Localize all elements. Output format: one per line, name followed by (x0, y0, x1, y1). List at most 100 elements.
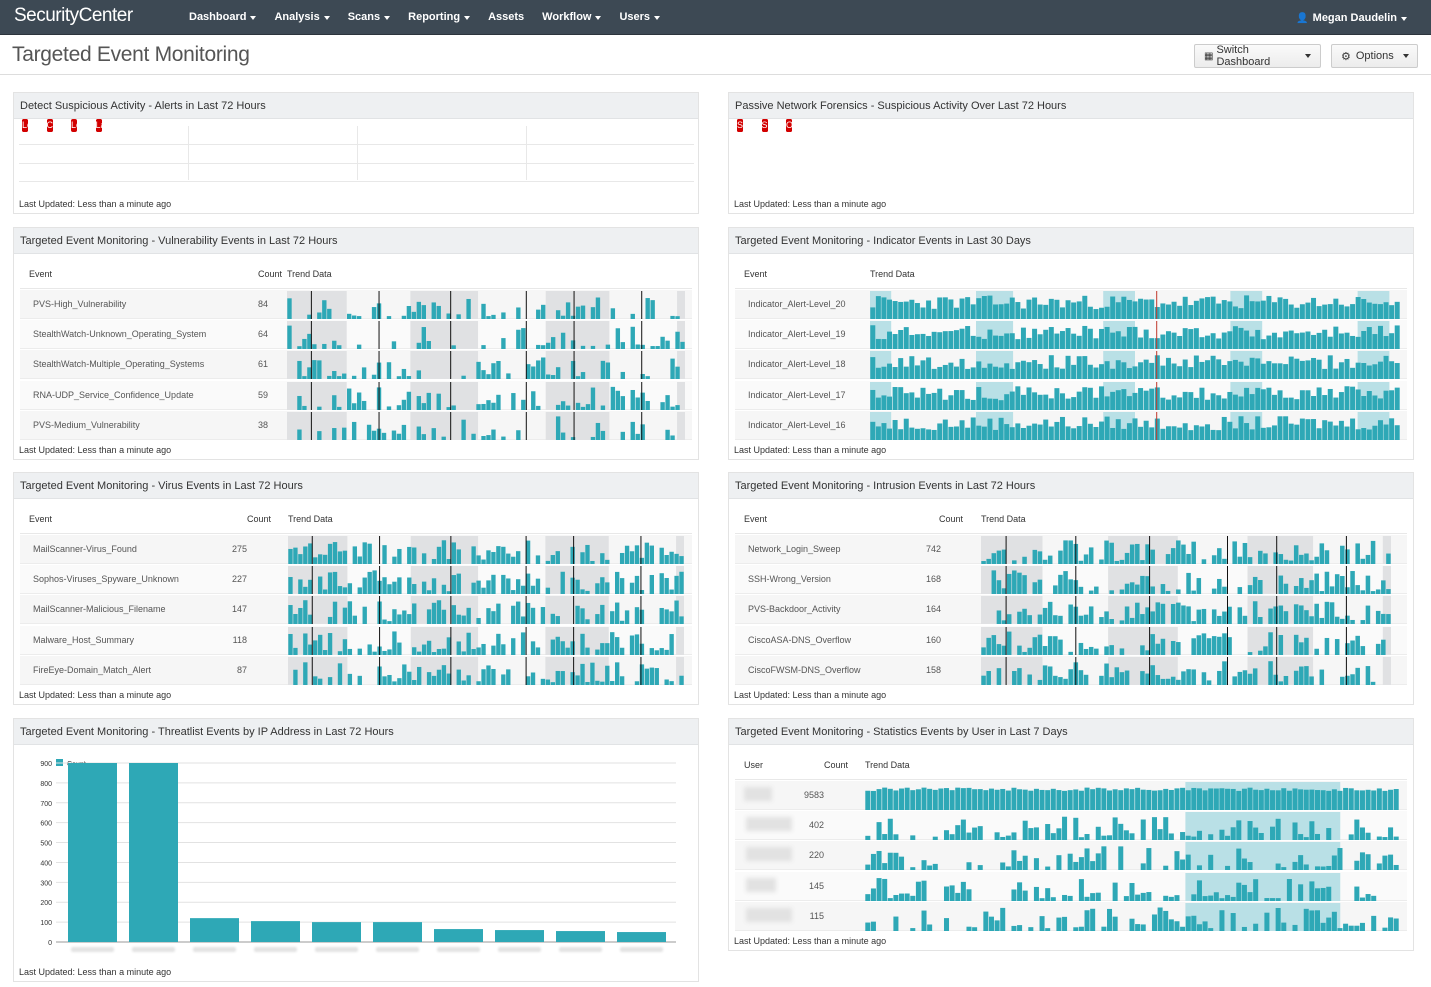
last-updated: Last Updated: Less than a minute ago (19, 199, 172, 209)
chevron-down-icon (250, 15, 257, 20)
trend-sparkline (870, 411, 1400, 440)
panel-title: Detect Suspicious Activity - Alerts in L… (14, 93, 698, 119)
trend-sparkline (865, 842, 1399, 871)
event-count: 227 (231, 574, 247, 585)
network-forensics-panel: Passive Network Forensics - Suspicious A… (728, 92, 1414, 214)
column-header-trend: Trend Data (287, 269, 332, 279)
nav-scans[interactable]: Scans (339, 0, 399, 35)
y-tick-label: 800 (40, 781, 52, 788)
nav-users[interactable]: Users (610, 0, 669, 35)
event-count: 168 (925, 574, 941, 585)
last-updated: Last Updated: Less than a minute ago (19, 690, 172, 700)
trend-sparkline (870, 291, 1400, 319)
bar (190, 918, 239, 942)
nav-label: Workflow (542, 11, 592, 23)
column-header-count: Count (258, 269, 283, 279)
chevron-down-icon (323, 15, 330, 20)
bar (251, 921, 300, 942)
grid-line (188, 126, 189, 180)
x-tick-label-redacted (315, 947, 358, 952)
event-name: SSH-Wrong_Version (748, 574, 831, 585)
alert-cell[interactable]: Suspicious Server (761, 119, 768, 132)
panel-title: Targeted Event Monitoring - Intrusion Ev… (729, 473, 1413, 499)
y-tick-label: 100 (40, 920, 52, 927)
event-count: 147 (231, 604, 247, 615)
trend-sparkline (865, 782, 1399, 810)
event-count: 402 (808, 820, 824, 831)
panel-title: Targeted Event Monitoring - Statistics E… (729, 719, 1413, 745)
event-count: 87 (236, 664, 247, 675)
trend-sparkline (288, 626, 684, 655)
x-tick-label-redacted (193, 947, 236, 952)
intrusion-events-panel: Targeted Event Monitoring - Intrusion Ev… (728, 472, 1414, 705)
main-menu: Dashboard Analysis Scans Reporting Assets Wor… (180, 0, 669, 35)
trend-sparkline (870, 321, 1400, 350)
grid-line (19, 162, 694, 164)
page-title: Targeted Event Monitoring (12, 43, 250, 66)
y-tick-label: 200 (40, 900, 52, 907)
nav-assets[interactable]: Assets (479, 0, 533, 35)
column-header-event: Event (29, 514, 53, 524)
event-count: 160 (925, 634, 941, 645)
trend-sparkline (287, 291, 685, 319)
event-name: Sophos-Viruses_Spyware_Unknown (33, 574, 179, 585)
alert-cell[interactable]: Large Xfr TCP (95, 119, 102, 132)
trend-sparkline (865, 812, 1399, 841)
panel-title: Targeted Event Monitoring - Threatlist E… (14, 719, 698, 745)
trend-sparkline (288, 536, 684, 564)
trend-sparkline (288, 566, 684, 595)
statistics-events-panel: Targeted Event Monitoring - Statistics E… (728, 718, 1414, 951)
event-name: MailScanner-Virus_Found (33, 544, 137, 554)
grid-line (735, 288, 1407, 289)
nav-dashboard[interactable]: Dashboard (180, 0, 265, 35)
event-name: PVS-High_Vulnerability (33, 299, 127, 309)
indicator-events-panel: Targeted Event Monitoring - Indicator Ev… (728, 227, 1414, 460)
suspicious-activity-panel: Detect Suspicious Activity - Alerts in L… (13, 92, 699, 214)
trend-sparkline (865, 872, 1377, 901)
trend-sparkline (981, 626, 1391, 655)
last-updated: Last Updated: Less than a minute ago (734, 690, 887, 700)
alert-cell[interactable]: Suspicious Proxy (737, 119, 743, 132)
virus-events-panel: Targeted Event Monitoring - Virus Events… (13, 472, 699, 705)
chevron-down-icon (1401, 16, 1407, 21)
nav-label: Analysis (274, 11, 320, 23)
nav-analysis[interactable]: Analysis (265, 0, 338, 35)
alert-cell[interactable]: Other Suspicious (786, 119, 792, 132)
last-updated: Last Updated: Less than a minute ago (734, 199, 887, 209)
x-tick-label-redacted (620, 947, 663, 952)
alert-cell[interactable]: Long TCP (71, 119, 77, 132)
options-button[interactable]: ⚙ Options (1331, 44, 1418, 68)
brand-logo[interactable]: SecurityCenter (14, 5, 133, 26)
alert-cell[interactable]: Long-Term (22, 119, 28, 132)
event-count: 59 (257, 389, 268, 400)
alert-cell[interactable]: Crowd Surge (46, 119, 53, 132)
switch-dashboard-label: Switch Dashboard (1216, 44, 1271, 68)
nav-workflow[interactable]: Workflow (533, 0, 610, 35)
trend-sparkline (865, 902, 1399, 931)
bar (495, 930, 544, 942)
bar (68, 763, 117, 942)
switch-dashboard-button[interactable]: ▦ Switch Dashboard (1194, 44, 1321, 68)
column-header-event: Event (29, 269, 53, 279)
trend-sparkline (870, 381, 1400, 410)
column-header-event: Event (744, 269, 768, 279)
y-tick-label: 400 (40, 860, 52, 867)
chevron-down-icon (384, 15, 391, 20)
page-header: Targeted Event Monitoring ▦ Switch Dashb… (0, 35, 1431, 75)
options-label: Options (1355, 50, 1394, 62)
last-updated: Last Updated: Less than a minute ago (19, 967, 172, 977)
event-count: 64 (257, 329, 268, 340)
panel-title: Targeted Event Monitoring - Vulnerabilit… (14, 228, 698, 254)
grid-line (526, 126, 527, 180)
event-name: StealthWatch-Multiple_Operating_Systems (33, 359, 205, 370)
event-name: RNA-UDP_Service_Confidence_Update (33, 389, 194, 400)
trend-sparkline (287, 411, 685, 440)
x-tick-label-redacted (132, 947, 175, 952)
trend-sparkline (288, 596, 684, 625)
y-tick-label: 900 (40, 761, 52, 768)
column-header-count: Count (824, 760, 849, 770)
y-tick-label: 700 (40, 801, 52, 808)
nav-reporting[interactable]: Reporting (399, 0, 479, 35)
event-name: MailScanner-Malicious_Filename (33, 604, 166, 615)
user-menu[interactable]: 👤 Megan Daudelin (1296, 0, 1407, 37)
